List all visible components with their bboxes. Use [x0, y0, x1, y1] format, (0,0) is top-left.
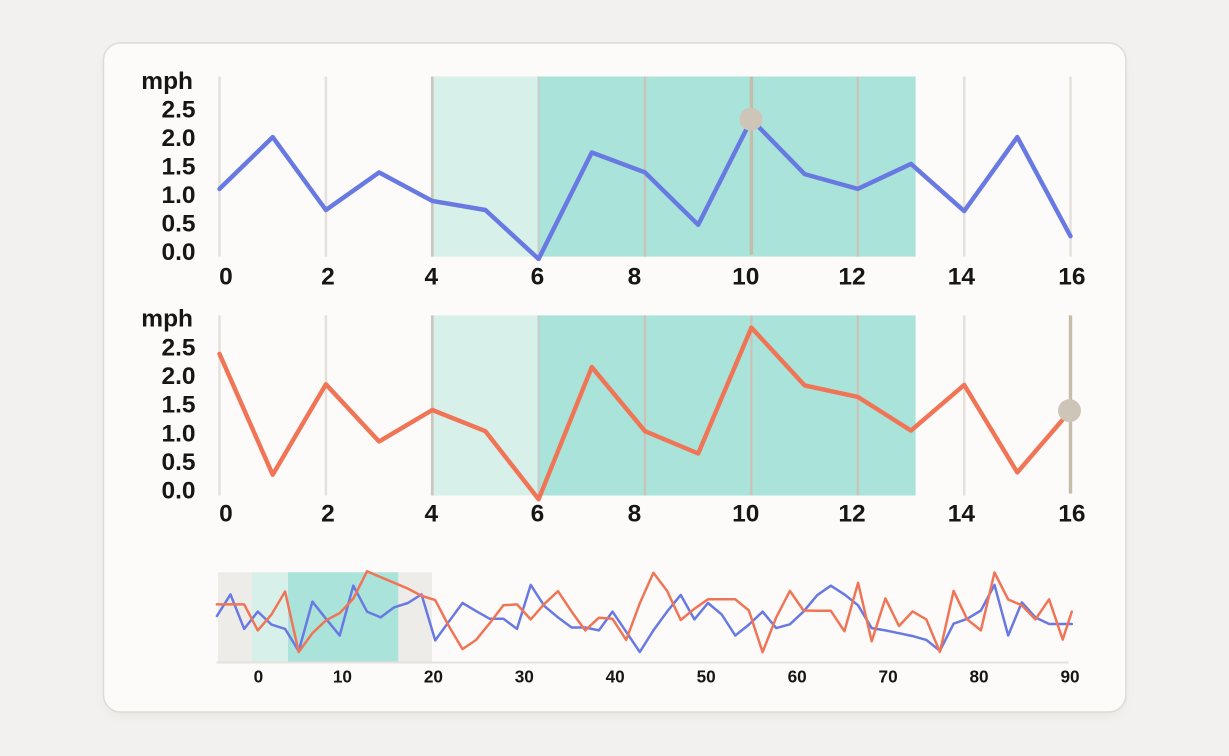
svg-text:1.0: 1.0: [161, 182, 195, 209]
svg-text:40: 40: [606, 667, 625, 687]
svg-text:8: 8: [628, 500, 642, 527]
svg-text:50: 50: [697, 667, 716, 687]
svg-text:12: 12: [838, 500, 865, 527]
svg-text:6: 6: [531, 500, 545, 527]
svg-text:0: 0: [254, 667, 264, 687]
svg-text:0: 0: [219, 264, 233, 291]
svg-text:4: 4: [424, 264, 438, 291]
svg-text:14: 14: [948, 500, 976, 527]
svg-text:60: 60: [788, 667, 807, 687]
svg-text:10: 10: [732, 264, 759, 291]
svg-text:2: 2: [321, 264, 335, 291]
svg-text:16: 16: [1058, 264, 1085, 291]
svg-text:2.0: 2.0: [161, 363, 195, 390]
svg-text:10: 10: [333, 667, 352, 687]
svg-text:2: 2: [321, 500, 335, 527]
svg-text:90: 90: [1060, 667, 1079, 687]
svg-text:0.5: 0.5: [161, 449, 195, 476]
svg-text:0.0: 0.0: [161, 478, 195, 505]
svg-text:1.5: 1.5: [161, 392, 195, 419]
svg-text:1.0: 1.0: [161, 420, 195, 447]
svg-text:12: 12: [838, 264, 865, 291]
svg-text:16: 16: [1058, 500, 1085, 527]
svg-text:20: 20: [424, 667, 443, 687]
svg-text:mph: mph: [141, 306, 193, 333]
svg-text:30: 30: [515, 667, 534, 687]
svg-text:14: 14: [948, 264, 976, 291]
svg-text:1.5: 1.5: [161, 154, 195, 181]
svg-text:2.5: 2.5: [161, 334, 195, 361]
svg-text:80: 80: [969, 667, 988, 687]
svg-text:0.5: 0.5: [161, 211, 195, 238]
svg-text:4: 4: [424, 500, 438, 527]
svg-text:10: 10: [732, 500, 759, 527]
svg-text:mph: mph: [141, 68, 193, 95]
svg-text:6: 6: [531, 264, 545, 291]
svg-text:0: 0: [219, 500, 233, 527]
svg-text:70: 70: [879, 667, 898, 687]
svg-text:8: 8: [628, 264, 642, 291]
svg-text:2.5: 2.5: [161, 97, 195, 124]
svg-text:2.0: 2.0: [161, 125, 195, 152]
svg-text:0.0: 0.0: [161, 239, 195, 266]
